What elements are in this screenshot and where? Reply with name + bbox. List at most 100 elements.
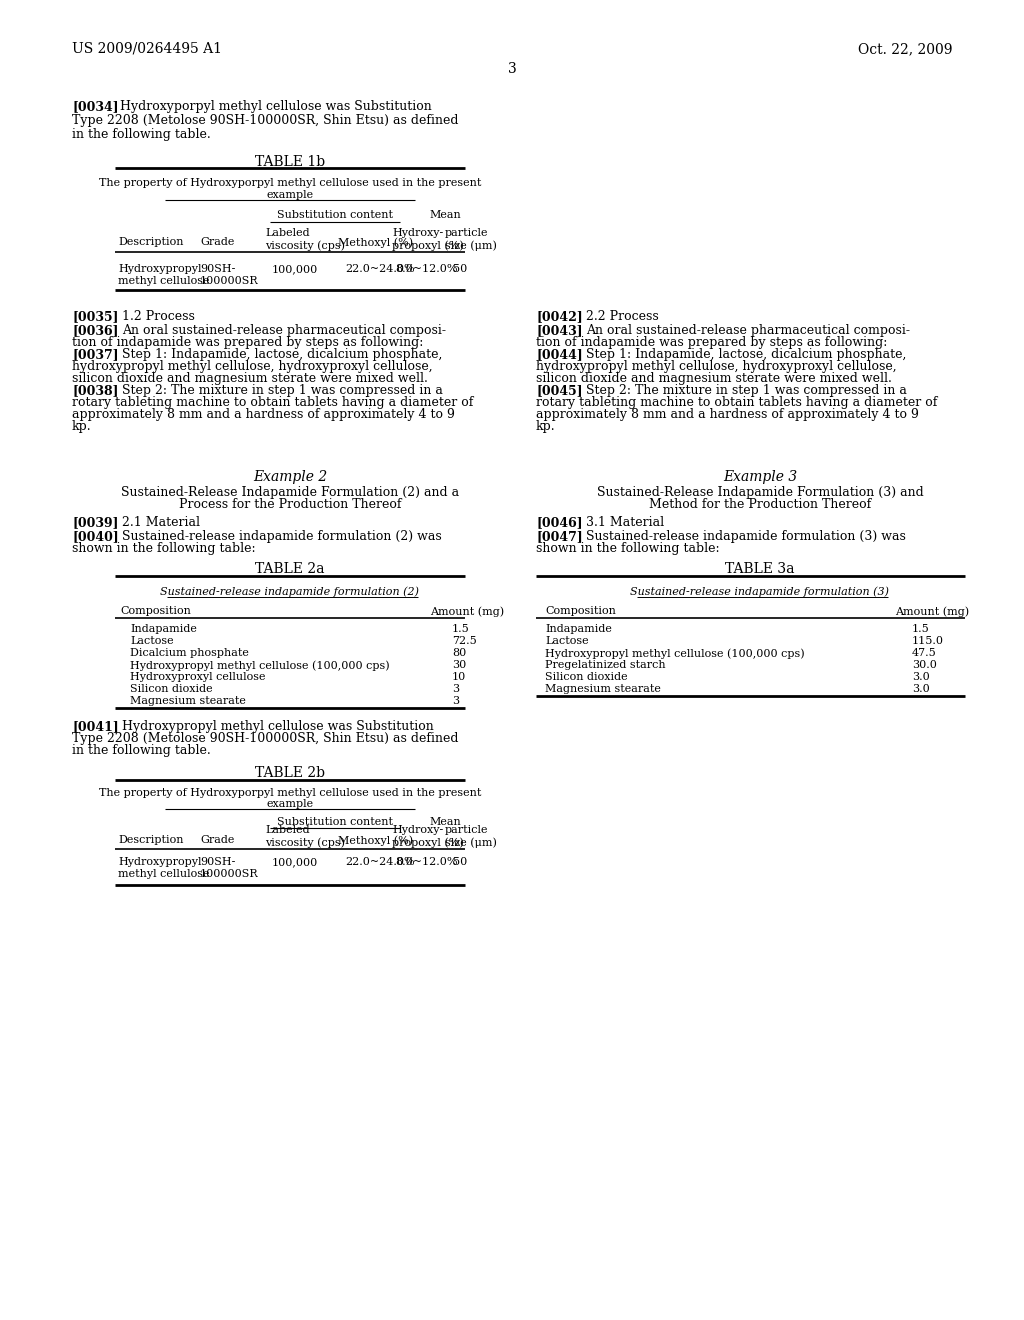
- Text: US 2009/0264495 A1: US 2009/0264495 A1: [72, 42, 222, 55]
- Text: in the following table.: in the following table.: [72, 744, 211, 756]
- Text: rotary tableting machine to obtain tablets having a diameter of: rotary tableting machine to obtain table…: [536, 396, 937, 409]
- Text: tion of indapamide was prepared by steps as following:: tion of indapamide was prepared by steps…: [536, 337, 888, 348]
- Text: 3: 3: [452, 684, 459, 694]
- Text: 22.0~24.0%: 22.0~24.0%: [345, 857, 415, 867]
- Text: Magnesium stearate: Magnesium stearate: [545, 684, 660, 694]
- Text: An oral sustained-release pharmaceutical composi-: An oral sustained-release pharmaceutical…: [122, 323, 446, 337]
- Text: Sustained-release indapamide formulation (3): Sustained-release indapamide formulation…: [631, 586, 890, 597]
- Text: example: example: [266, 190, 313, 201]
- Text: Step 1: Indapamide, lactose, dicalcium phosphate,: Step 1: Indapamide, lactose, dicalcium p…: [586, 348, 906, 360]
- Text: shown in the following table:: shown in the following table:: [72, 543, 256, 554]
- Text: [0040]: [0040]: [72, 531, 119, 543]
- Text: 2.1 Material: 2.1 Material: [122, 516, 200, 529]
- Text: [0042]: [0042]: [536, 310, 583, 323]
- Text: propoxyl (%): propoxyl (%): [392, 837, 464, 847]
- Text: Process for the Production Thereof: Process for the Production Thereof: [179, 498, 401, 511]
- Text: [0036]: [0036]: [72, 323, 119, 337]
- Text: Method for the Production Thereof: Method for the Production Thereof: [649, 498, 871, 511]
- Text: 100000SR: 100000SR: [200, 276, 259, 286]
- Text: [0046]: [0046]: [536, 516, 583, 529]
- Text: [0035]: [0035]: [72, 310, 119, 323]
- Text: 100,000: 100,000: [272, 857, 318, 867]
- Text: [0041]: [0041]: [72, 719, 119, 733]
- Text: particle: particle: [445, 825, 488, 836]
- Text: Labeled: Labeled: [265, 825, 309, 836]
- Text: methyl cellulose: methyl cellulose: [118, 276, 210, 286]
- Text: Hydroxypropyl methyl cellulose (100,000 cps): Hydroxypropyl methyl cellulose (100,000 …: [130, 660, 389, 671]
- Text: 3: 3: [452, 696, 459, 706]
- Text: Sustained-Release Indapamide Formulation (2) and a: Sustained-Release Indapamide Formulation…: [121, 486, 459, 499]
- Text: [0045]: [0045]: [536, 384, 583, 397]
- Text: Hydroxy-: Hydroxy-: [392, 228, 443, 238]
- Text: viscosity (cps): viscosity (cps): [265, 240, 345, 251]
- Text: 8.0~12.0%: 8.0~12.0%: [395, 264, 458, 275]
- Text: Indapamide: Indapamide: [545, 624, 612, 634]
- Text: 3.0: 3.0: [912, 672, 930, 682]
- Text: Methoxyl (%): Methoxyl (%): [338, 836, 413, 846]
- Text: 1.2 Process: 1.2 Process: [122, 310, 195, 323]
- Text: The property of Hydroxyporpyl methyl cellulose used in the present: The property of Hydroxyporpyl methyl cel…: [98, 178, 481, 187]
- Text: [0043]: [0043]: [536, 323, 583, 337]
- Text: tion of indapamide was prepared by steps as following:: tion of indapamide was prepared by steps…: [72, 337, 423, 348]
- Text: Grade: Grade: [200, 238, 234, 247]
- Text: 22.0~24.0%: 22.0~24.0%: [345, 264, 415, 275]
- Text: Sustained-Release Indapamide Formulation (3) and: Sustained-Release Indapamide Formulation…: [597, 486, 924, 499]
- Text: Description: Description: [118, 836, 183, 845]
- Text: 30.0: 30.0: [912, 660, 937, 671]
- Text: 10: 10: [452, 672, 466, 682]
- Text: [0038]: [0038]: [72, 384, 119, 397]
- Text: rotary tableting machine to obtain tablets having a diameter of: rotary tableting machine to obtain table…: [72, 396, 473, 409]
- Text: shown in the following table:: shown in the following table:: [536, 543, 720, 554]
- Text: 1.5: 1.5: [452, 624, 470, 634]
- Text: Description: Description: [118, 238, 183, 247]
- Text: An oral sustained-release pharmaceutical composi-: An oral sustained-release pharmaceutical…: [586, 323, 910, 337]
- Text: 1.5: 1.5: [912, 624, 930, 634]
- Text: 90SH-: 90SH-: [200, 264, 236, 275]
- Text: Lactose: Lactose: [545, 636, 589, 645]
- Text: Silicon dioxide: Silicon dioxide: [130, 684, 213, 694]
- Text: Example 3: Example 3: [723, 470, 797, 484]
- Text: Sustained-release indapamide formulation (2) was: Sustained-release indapamide formulation…: [122, 531, 441, 543]
- Text: particle: particle: [445, 228, 488, 238]
- Text: 80: 80: [452, 648, 466, 657]
- Text: kp.: kp.: [536, 420, 556, 433]
- Text: Substitution content: Substitution content: [278, 817, 393, 828]
- Text: 72.5: 72.5: [452, 636, 477, 645]
- Text: Composition: Composition: [545, 606, 615, 616]
- Text: Substitution content: Substitution content: [278, 210, 393, 220]
- Text: Sustained-release indapamide formulation (3) was: Sustained-release indapamide formulation…: [586, 531, 906, 543]
- Text: Indapamide: Indapamide: [130, 624, 197, 634]
- Text: in the following table.: in the following table.: [72, 128, 211, 141]
- Text: TABLE 1b: TABLE 1b: [255, 154, 325, 169]
- Text: [0044]: [0044]: [536, 348, 583, 360]
- Text: TABLE 2a: TABLE 2a: [255, 562, 325, 576]
- Text: silicon dioxide and magnesium sterate were mixed well.: silicon dioxide and magnesium sterate we…: [72, 372, 428, 385]
- Text: 50: 50: [453, 264, 467, 275]
- Text: 3.0: 3.0: [912, 684, 930, 694]
- Text: Sustained-release indapamide formulation (2): Sustained-release indapamide formulation…: [161, 586, 420, 597]
- Text: hydroxypropyl methyl cellulose, hydroxyproxyl cellulose,: hydroxypropyl methyl cellulose, hydroxyp…: [72, 360, 432, 374]
- Text: Grade: Grade: [200, 836, 234, 845]
- Text: kp.: kp.: [72, 420, 91, 433]
- Text: Hydroxypropyl methyl cellulose was Substitution: Hydroxypropyl methyl cellulose was Subst…: [122, 719, 434, 733]
- Text: 100,000: 100,000: [272, 264, 318, 275]
- Text: Dicalcium phosphate: Dicalcium phosphate: [130, 648, 249, 657]
- Text: [0039]: [0039]: [72, 516, 119, 529]
- Text: approximately 8 mm and a hardness of approximately 4 to 9: approximately 8 mm and a hardness of app…: [72, 408, 455, 421]
- Text: Pregelatinized starch: Pregelatinized starch: [545, 660, 666, 671]
- Text: TABLE 3a: TABLE 3a: [725, 562, 795, 576]
- Text: Mean: Mean: [429, 817, 461, 828]
- Text: [0037]: [0037]: [72, 348, 119, 360]
- Text: Silicon dioxide: Silicon dioxide: [545, 672, 628, 682]
- Text: Type 2208 (Metolose 90SH-100000SR, Shin Etsu) as defined: Type 2208 (Metolose 90SH-100000SR, Shin …: [72, 733, 459, 744]
- Text: Hydroxyproxyl cellulose: Hydroxyproxyl cellulose: [130, 672, 265, 682]
- Text: viscosity (cps): viscosity (cps): [265, 837, 345, 847]
- Text: Amount (mg): Amount (mg): [895, 606, 969, 616]
- Text: silicon dioxide and magnesium sterate were mixed well.: silicon dioxide and magnesium sterate we…: [536, 372, 892, 385]
- Text: Type 2208 (Metolose 90SH-100000SR, Shin Etsu) as defined: Type 2208 (Metolose 90SH-100000SR, Shin …: [72, 114, 459, 127]
- Text: size (μm): size (μm): [445, 240, 497, 251]
- Text: 90SH-: 90SH-: [200, 857, 236, 867]
- Text: Composition: Composition: [120, 606, 190, 616]
- Text: Hydroxy-: Hydroxy-: [392, 825, 443, 836]
- Text: Magnesium stearate: Magnesium stearate: [130, 696, 246, 706]
